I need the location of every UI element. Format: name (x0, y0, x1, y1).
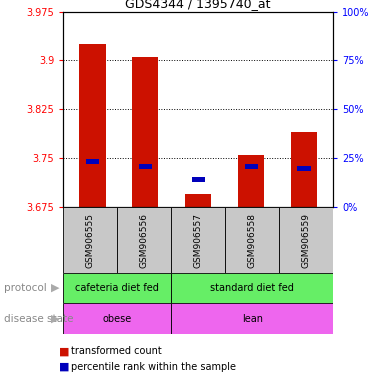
Bar (63, 303, 171, 334)
Text: disease state: disease state (4, 314, 73, 324)
Bar (291, 132, 318, 207)
Title: GDS4344 / 1395740_at: GDS4344 / 1395740_at (126, 0, 271, 10)
Text: protocol: protocol (4, 283, 47, 293)
Text: GSM906557: GSM906557 (194, 212, 203, 268)
Text: GSM906558: GSM906558 (248, 212, 257, 268)
Bar (171, 303, 333, 334)
Text: ■: ■ (59, 362, 70, 372)
Bar (132, 57, 159, 207)
Bar (139, 164, 152, 169)
Text: obese: obese (103, 314, 132, 324)
Bar (185, 194, 211, 207)
Text: GSM906559: GSM906559 (302, 212, 311, 268)
Bar (192, 177, 205, 182)
Bar (225, 207, 279, 273)
Text: standard diet fed: standard diet fed (210, 283, 294, 293)
Text: percentile rank within the sample: percentile rank within the sample (71, 362, 236, 372)
Bar (244, 164, 258, 169)
Text: cafeteria diet fed: cafeteria diet fed (75, 283, 159, 293)
Text: transformed count: transformed count (71, 346, 162, 356)
Bar (63, 207, 117, 273)
Bar (86, 159, 99, 164)
Bar (238, 155, 264, 207)
Bar (171, 207, 225, 273)
Bar (79, 44, 106, 207)
Text: GSM906556: GSM906556 (140, 212, 149, 268)
Text: GSM906555: GSM906555 (86, 212, 95, 268)
Bar (63, 273, 171, 303)
Bar (117, 207, 171, 273)
Text: lean: lean (242, 314, 263, 324)
Text: ▶: ▶ (51, 283, 60, 293)
Bar (279, 207, 333, 273)
Bar (171, 273, 333, 303)
Text: ■: ■ (59, 346, 70, 356)
Bar (298, 166, 311, 171)
Text: ▶: ▶ (51, 314, 60, 324)
